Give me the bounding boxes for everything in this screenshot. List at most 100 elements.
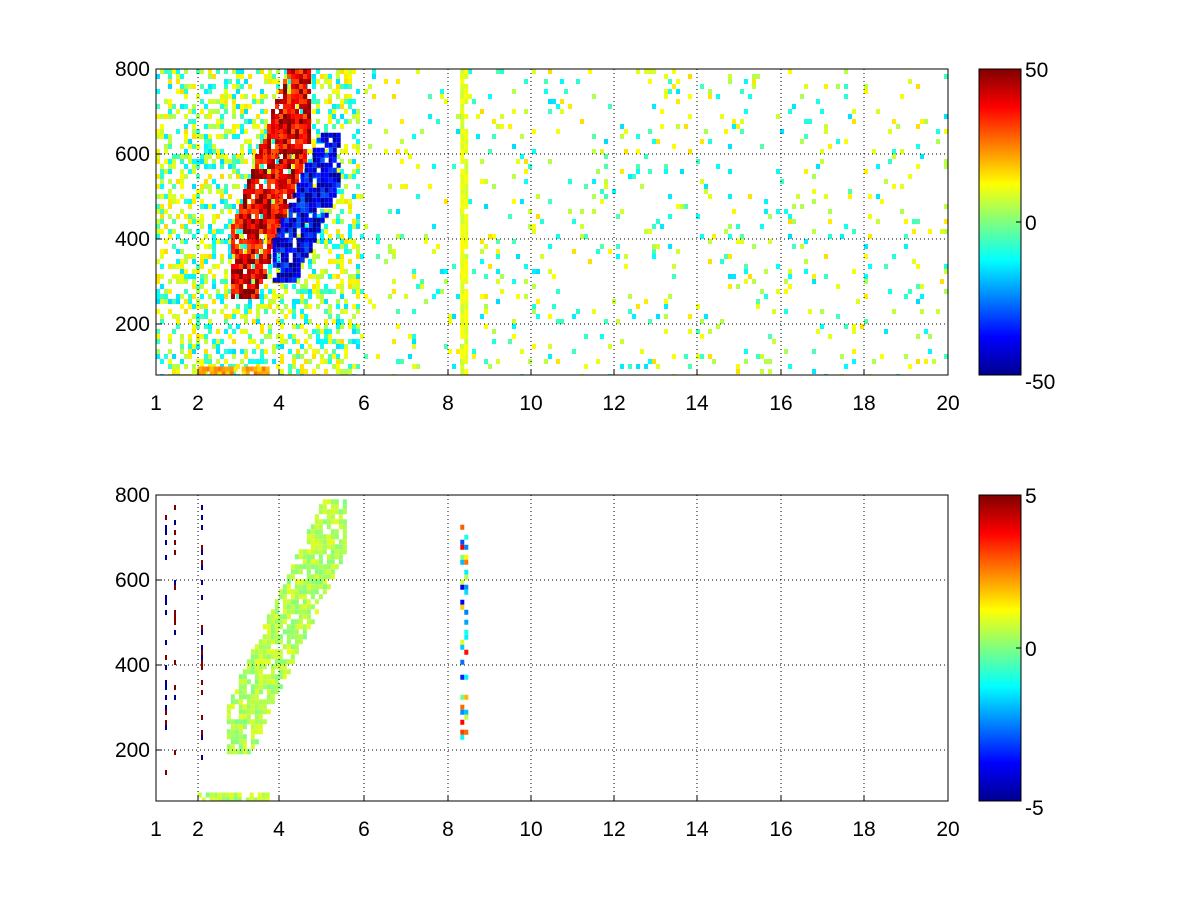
- heatmap-cell: [392, 289, 396, 294]
- heatmap-cell: [904, 219, 908, 224]
- heatmap-cell: [224, 319, 228, 324]
- heatmap-cell: [520, 349, 524, 354]
- heatmap-cell: [464, 694, 469, 700]
- heatmap-cell: [804, 84, 808, 89]
- heatmap-cell: [248, 149, 252, 154]
- heatmap-cell: [307, 119, 312, 124]
- heatmap-cell: [248, 304, 252, 309]
- heatmap-cell: [728, 224, 732, 229]
- heatmap-cell: [247, 224, 252, 229]
- heatmap-cell: [224, 109, 228, 114]
- heatmap-cell: [156, 219, 160, 224]
- heatmap-cell: [156, 134, 160, 139]
- heatmap-cell: [254, 699, 259, 705]
- heatmap-cell: [312, 289, 316, 294]
- heatmap-cell: [764, 209, 768, 214]
- heatmap-cell: [295, 74, 300, 79]
- heatmap-cell: [291, 169, 296, 174]
- heatmap-cell: [300, 109, 304, 114]
- heatmap-cell: [283, 209, 288, 214]
- heatmap-cell: [344, 309, 348, 314]
- heatmap-cell: [224, 349, 228, 354]
- heatmap-cell: [464, 634, 469, 640]
- heatmap-cell: [255, 159, 260, 164]
- heatmap-cell: [548, 344, 552, 349]
- heatmap-cell: [176, 74, 180, 79]
- heatmap-cell: [201, 580, 203, 585]
- heatmap-cell: [272, 139, 276, 144]
- heatmap-cell: [500, 114, 504, 119]
- heatmap-cell: [436, 289, 440, 294]
- heatmap-cell: [348, 239, 352, 244]
- heatmap-cell: [279, 109, 284, 114]
- heatmap-cell: [254, 729, 259, 735]
- heatmap-cell: [231, 274, 236, 279]
- heatmap-cell: [396, 309, 400, 314]
- heatmap-cell: [736, 364, 740, 369]
- heatmap-cell: [224, 269, 228, 274]
- heatmap-cell: [460, 264, 465, 269]
- heatmap-cell: [708, 94, 712, 99]
- heatmap-cell: [326, 544, 331, 550]
- heatmap-cell: [299, 164, 304, 169]
- heatmap-cell: [728, 284, 732, 289]
- heatmap-cell: [388, 184, 392, 189]
- heatmap-cell: [676, 249, 680, 254]
- heatmap-cell: [164, 224, 168, 229]
- heatmap-cell: [820, 159, 824, 164]
- heatmap-cell: [249, 797, 254, 801]
- heatmap-cell: [448, 314, 452, 319]
- heatmap-cell: [228, 194, 232, 199]
- heatmap-cell: [320, 354, 324, 359]
- heatmap-cell: [267, 214, 272, 219]
- heatmap-cell: [192, 219, 196, 224]
- heatmap-cell: [303, 79, 308, 84]
- heatmap-cell: [312, 139, 316, 144]
- heatmap-cell: [265, 792, 270, 798]
- heatmap-cell: [348, 279, 352, 284]
- heatmap-cell: [288, 349, 292, 354]
- heatmap-cell: [168, 349, 172, 354]
- heatmap-cell: [356, 304, 360, 309]
- heatmap-cell: [279, 139, 284, 144]
- heatmap-cell: [283, 204, 288, 209]
- heatmap-cell: [220, 194, 224, 199]
- heatmap-cell: [488, 264, 492, 269]
- heatmap-cell: [294, 589, 299, 595]
- heatmap-cell: [250, 699, 255, 705]
- heatmap-cell: [340, 114, 344, 119]
- heatmap-cell: [160, 359, 164, 364]
- heatmap-cell: [276, 294, 280, 299]
- heatmap-cell: [300, 177, 305, 183]
- heatmap-cell: [242, 749, 247, 755]
- heatmap-cell: [260, 119, 264, 124]
- heatmap-cell: [294, 649, 299, 655]
- heatmap-cell: [556, 129, 560, 134]
- heatmap-cell: [234, 719, 239, 725]
- heatmap-cell: [340, 174, 344, 179]
- heatmap-cell: [564, 89, 568, 94]
- heatmap-cell: [231, 284, 236, 289]
- heatmap-cell: [348, 104, 352, 109]
- heatmap-cell: [262, 679, 267, 685]
- heatmap-cell: [239, 204, 244, 209]
- heatmap-cell: [440, 94, 444, 99]
- heatmap-cell: [278, 654, 283, 660]
- heatmap-cell: [344, 144, 348, 149]
- heatmap-cell: [324, 244, 328, 249]
- heatmap-cell: [356, 289, 360, 294]
- heatmap-cell: [264, 94, 268, 99]
- heatmap-cell: [220, 104, 224, 109]
- heatmap-cell: [156, 184, 160, 189]
- heatmap-cell: [164, 144, 168, 149]
- heatmap-cell: [736, 224, 740, 229]
- heatmap-cell: [296, 272, 301, 278]
- heatmap-cell: [348, 204, 352, 209]
- heatmap-cell: [516, 294, 520, 299]
- heatmap-cell: [284, 222, 289, 228]
- heatmap-cell: [452, 364, 456, 369]
- heatmap-cell: [283, 89, 288, 94]
- heatmap-cell: [636, 169, 640, 174]
- heatmap-cell: [460, 289, 465, 294]
- heatmap-cell: [200, 239, 204, 244]
